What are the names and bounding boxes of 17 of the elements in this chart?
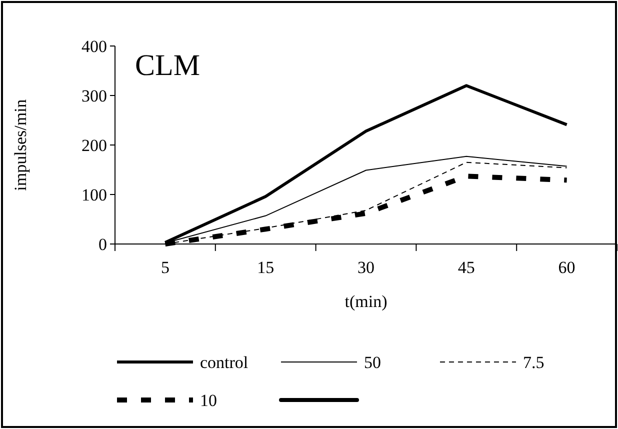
x-tick-label: 15 [257, 258, 274, 277]
x-tick-label: 5 [160, 258, 170, 277]
y-axis-title: impulses/min [11, 98, 30, 191]
legend-label: 7.5 [523, 352, 544, 372]
legend-label: control [200, 352, 248, 372]
legend-label: 10 [200, 390, 217, 410]
x-axis-title: t(min) [344, 292, 388, 311]
legend-label: 50 [364, 352, 381, 372]
x-tick-label: 45 [458, 258, 475, 277]
x-tick-label: 60 [558, 258, 576, 277]
x-tick-label: 30 [358, 258, 374, 277]
y-tick-label: 200 [82, 136, 107, 155]
y-tick-label: 100 [82, 185, 107, 204]
y-tick-label: 300 [82, 86, 107, 106]
chart-title: CLM [135, 49, 200, 82]
y-tick-label: 0 [98, 234, 107, 254]
y-tick-label: 400 [82, 36, 107, 56]
